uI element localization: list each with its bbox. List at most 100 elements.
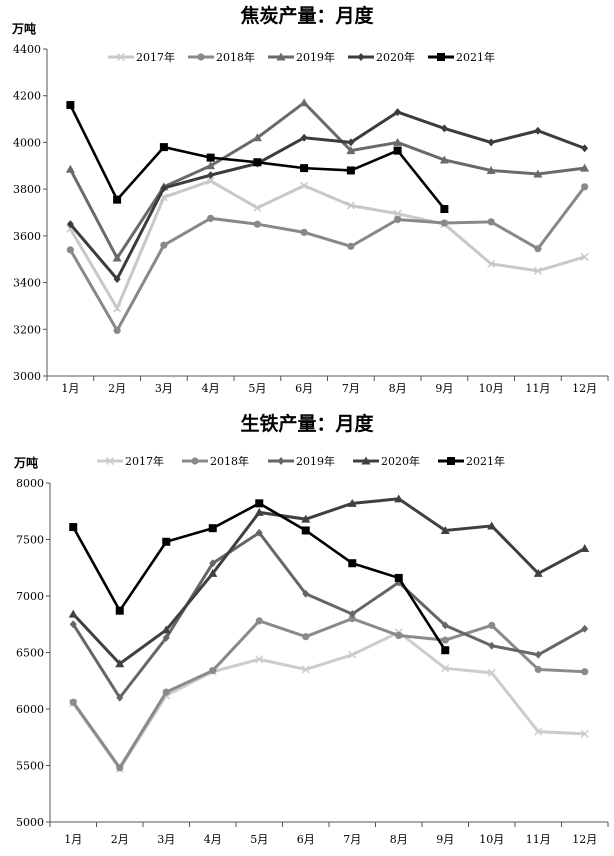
- data-point: [206, 153, 215, 162]
- series-line: [72, 501, 447, 651]
- data-point: [393, 209, 402, 218]
- legend-marker: [361, 456, 371, 465]
- x-tick-label: 8月: [389, 382, 407, 395]
- data-point: [113, 275, 121, 284]
- data-point: [486, 165, 496, 174]
- data-point: [300, 181, 309, 190]
- x-tick-label: 2月: [108, 382, 126, 395]
- y-axis-unit-label: 万吨: [13, 455, 38, 470]
- y-tick-label: 4200: [13, 90, 41, 103]
- data-point: [302, 633, 310, 641]
- data-point: [254, 507, 264, 516]
- data-point: [300, 133, 308, 142]
- series-line: [69, 110, 586, 282]
- x-tick-label: 10月: [479, 833, 504, 846]
- y-tick-label: 3400: [13, 277, 41, 290]
- legend-label: 2020年: [381, 454, 420, 468]
- data-point: [346, 166, 355, 175]
- y-tick-label: 7500: [16, 534, 44, 547]
- legend-label: 2021年: [466, 454, 505, 468]
- x-tick-label: 11月: [525, 382, 550, 395]
- data-point: [440, 525, 450, 534]
- data-point: [207, 171, 215, 180]
- y-tick-label: 6000: [16, 703, 44, 716]
- data-point: [68, 609, 78, 618]
- series-2019年: [65, 98, 590, 262]
- data-point: [441, 621, 449, 630]
- legend-marker: [357, 53, 365, 61]
- data-point: [487, 218, 495, 226]
- legend-item: 2019年: [268, 454, 335, 468]
- data-point: [65, 164, 75, 173]
- x-tick-label: 4月: [202, 382, 220, 395]
- data-point: [209, 666, 217, 675]
- legend-item: 2018年: [182, 454, 249, 468]
- data-point: [255, 655, 264, 664]
- legend-marker: [277, 457, 285, 465]
- series-2020年: [66, 108, 589, 284]
- data-point: [206, 176, 215, 185]
- data-point: [534, 650, 542, 659]
- data-point: [581, 624, 589, 633]
- x-tick-label: 8月: [390, 833, 408, 846]
- data-point: [580, 544, 590, 553]
- data-point: [581, 144, 589, 153]
- data-point: [253, 203, 262, 212]
- data-point: [394, 494, 404, 503]
- data-point: [346, 201, 355, 210]
- series-2018年: [66, 183, 589, 335]
- x-tick-label: 3月: [157, 833, 175, 846]
- data-point: [346, 146, 356, 155]
- legend-item: 2021年: [428, 50, 495, 64]
- y-axis-unit-label: 万吨: [11, 21, 36, 36]
- data-point: [440, 219, 448, 227]
- x-tick-label: 5月: [248, 382, 266, 395]
- y-tick-label: 7000: [16, 590, 44, 603]
- legend-marker: [105, 456, 115, 466]
- data-point: [348, 559, 357, 568]
- x-tick-label: 6月: [297, 833, 315, 846]
- data-point: [116, 693, 124, 702]
- data-point: [66, 101, 75, 110]
- data-point: [534, 727, 543, 736]
- data-point: [206, 161, 216, 170]
- series-2018年: [69, 615, 589, 772]
- x-tick-label: 4月: [204, 833, 222, 846]
- series-line: [72, 616, 585, 771]
- data-point: [160, 183, 168, 192]
- data-point: [348, 650, 357, 659]
- legend-item: 2020年: [348, 50, 415, 64]
- data-point: [69, 698, 77, 706]
- legend-label: 2017年: [136, 50, 175, 64]
- data-point: [115, 606, 124, 615]
- data-point: [302, 589, 310, 598]
- data-point: [394, 215, 402, 224]
- y-tick-label: 6500: [16, 647, 44, 660]
- data-point: [301, 665, 310, 674]
- data-point: [394, 573, 403, 582]
- data-point: [253, 220, 261, 228]
- legend-item: 2018年: [188, 50, 255, 64]
- data-point: [347, 242, 355, 250]
- data-point: [487, 259, 496, 268]
- data-point: [162, 537, 171, 546]
- data-point: [207, 214, 215, 222]
- data-point: [581, 668, 589, 676]
- series-2021年: [66, 101, 449, 213]
- series-line: [72, 497, 586, 666]
- data-point: [115, 659, 125, 668]
- data-point: [301, 514, 311, 523]
- data-point: [487, 668, 496, 677]
- data-point: [253, 158, 262, 167]
- legend-marker: [276, 52, 286, 61]
- data-point: [300, 164, 309, 173]
- data-point: [487, 521, 497, 530]
- y-tick-label: 3200: [13, 323, 41, 336]
- data-point: [488, 621, 496, 629]
- series-line: [72, 630, 585, 772]
- data-point: [162, 688, 170, 696]
- data-point: [534, 245, 542, 253]
- x-tick-label: 5月: [250, 833, 268, 846]
- data-point: [580, 252, 589, 261]
